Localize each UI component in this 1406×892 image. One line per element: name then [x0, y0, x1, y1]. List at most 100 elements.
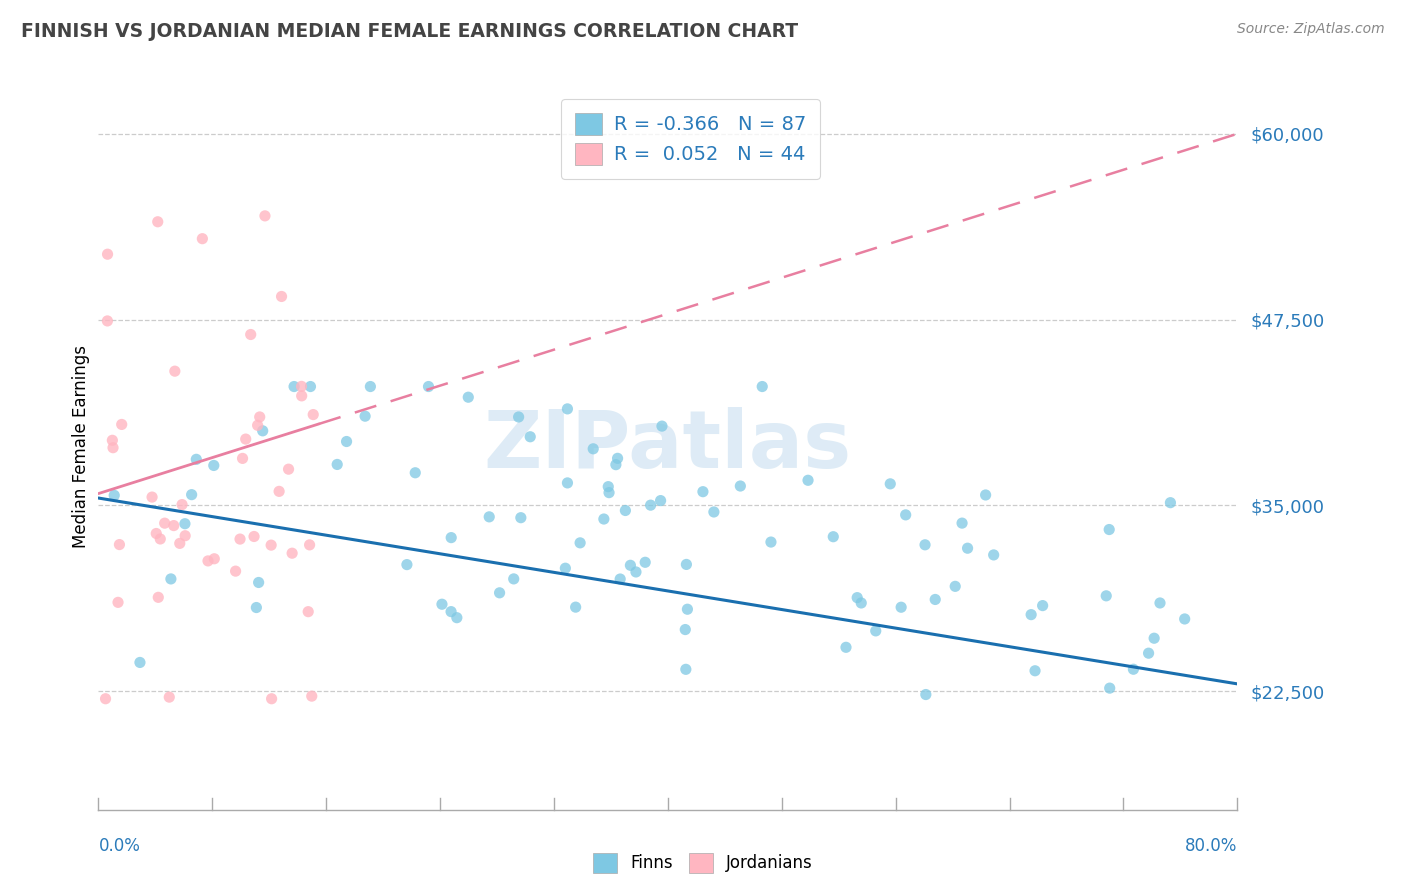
Point [418, 379, 440, 393]
Point [1122, 662, 1144, 676]
Point [1149, 596, 1171, 610]
Point [170, 498, 193, 512]
Point [430, 597, 453, 611]
Point [509, 510, 531, 524]
Point [914, 688, 936, 702]
Point [564, 600, 586, 615]
Point [974, 488, 997, 502]
Point [650, 493, 672, 508]
Point [457, 390, 479, 404]
Point [243, 529, 266, 543]
Point [582, 442, 605, 456]
Point [163, 518, 186, 533]
Point [108, 538, 131, 552]
Point [354, 409, 377, 424]
Point [148, 591, 170, 605]
Point [640, 498, 662, 512]
Point [673, 623, 696, 637]
Point [605, 458, 627, 472]
Point [174, 529, 197, 543]
Point [180, 488, 202, 502]
Legend: R = -0.366   N = 87, R =  0.052   N = 44: R = -0.366 N = 87, R = 0.052 N = 44 [561, 99, 820, 178]
Point [335, 434, 357, 449]
Point [101, 434, 124, 448]
Point [478, 509, 501, 524]
Point [174, 516, 197, 531]
Point [569, 536, 592, 550]
Point [598, 480, 620, 494]
Point [614, 503, 637, 517]
Point [634, 555, 657, 569]
Point [598, 485, 620, 500]
Point [160, 572, 183, 586]
Point [191, 232, 214, 246]
Point [692, 484, 714, 499]
Point [94, 691, 117, 706]
Point [202, 458, 225, 473]
Point [950, 516, 973, 530]
Point [101, 441, 124, 455]
Point [326, 458, 349, 472]
Point [298, 538, 321, 552]
Point [252, 424, 274, 438]
Point [277, 462, 299, 476]
Point [247, 575, 270, 590]
Point [107, 595, 129, 609]
Point [225, 564, 247, 578]
Point [606, 451, 628, 466]
Point [446, 610, 468, 624]
Point [956, 541, 979, 556]
Point [186, 452, 208, 467]
Point [239, 327, 262, 342]
Point [730, 479, 752, 493]
Point [146, 215, 169, 229]
Point [169, 536, 191, 550]
Point [1159, 496, 1181, 510]
Point [404, 466, 426, 480]
Legend: Finns, Jordanians: Finns, Jordanians [586, 847, 820, 880]
Point [894, 508, 917, 522]
Point [269, 484, 291, 499]
Point [149, 532, 172, 546]
Point [592, 512, 614, 526]
Point [260, 691, 283, 706]
Point [297, 605, 319, 619]
Point [301, 689, 323, 703]
Point [111, 417, 134, 432]
Point [260, 538, 283, 552]
Point [1024, 664, 1046, 678]
Point [141, 490, 163, 504]
Point [232, 451, 254, 466]
Point [846, 591, 869, 605]
Point [619, 558, 641, 573]
Point [253, 209, 276, 223]
Point [865, 624, 887, 638]
Point [1137, 646, 1160, 660]
Point [290, 379, 312, 393]
Point [924, 592, 946, 607]
Point [96, 247, 118, 261]
Point [281, 546, 304, 560]
Point [557, 475, 579, 490]
Point [283, 379, 305, 393]
Point [488, 586, 510, 600]
Point [1032, 599, 1054, 613]
Text: ZIPatlas: ZIPatlas [484, 407, 852, 485]
Point [249, 409, 271, 424]
Point [851, 596, 873, 610]
Point [609, 572, 631, 586]
Point [291, 389, 314, 403]
Point [675, 662, 697, 676]
Point [508, 409, 530, 424]
Point [440, 531, 463, 545]
Text: Source: ZipAtlas.com: Source: ZipAtlas.com [1237, 22, 1385, 37]
Point [229, 532, 252, 546]
Point [651, 419, 673, 434]
Point [823, 530, 845, 544]
Point [1019, 607, 1042, 622]
Point [302, 408, 325, 422]
Point [1174, 612, 1197, 626]
Point [96, 314, 118, 328]
Point [890, 600, 912, 615]
Point [557, 401, 579, 416]
